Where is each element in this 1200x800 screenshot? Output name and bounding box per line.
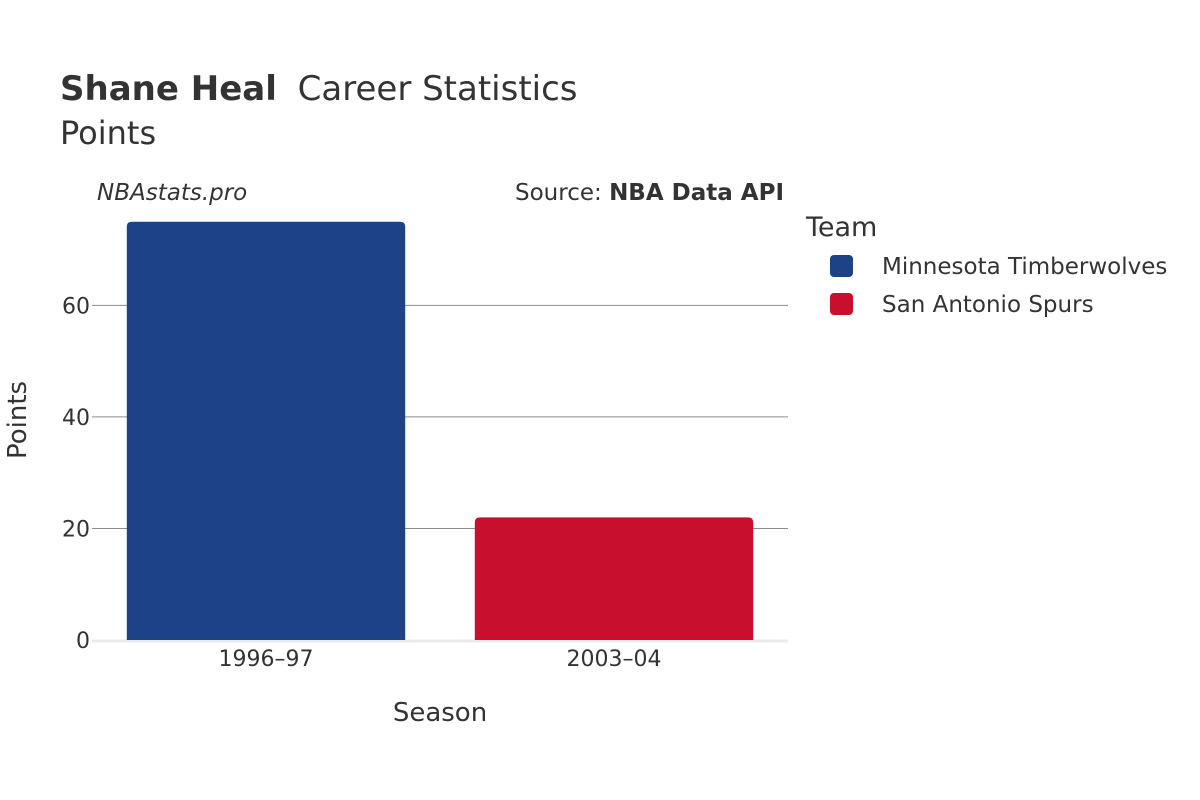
legend-swatch <box>830 255 853 277</box>
chart-title: Shane Heal Career Statistics <box>60 69 578 109</box>
y-tick-label: 60 <box>62 294 90 319</box>
legend-swatch <box>830 293 853 315</box>
watermark: NBAstats.pro <box>97 180 247 206</box>
y-axis-label: Points <box>3 381 33 459</box>
legend-title: Team <box>805 212 877 243</box>
legend: Minnesota Timberwolves San Antonio Spurs <box>830 254 1167 318</box>
x-axis-label: Season <box>393 698 487 728</box>
bar <box>126 221 406 640</box>
y-tick-label: 40 <box>62 406 90 431</box>
source-label: Source: NBA Data API <box>515 180 784 206</box>
y-tick-label: 0 <box>76 629 90 654</box>
x-tick-label: 1996–97 <box>219 647 314 672</box>
source-prefix: Source: <box>515 180 602 206</box>
chart-title-rest: Career Statistics <box>298 69 578 109</box>
y-tick-label: 20 <box>62 517 90 542</box>
legend-label: Minnesota Timberwolves <box>882 254 1167 280</box>
x-tick-labels: 1996–97 2003–04 <box>219 647 662 672</box>
y-tick-labels: 0 20 40 60 <box>62 294 90 654</box>
source-name: NBA Data API <box>609 180 784 206</box>
chart-title-bold: Shane Heal <box>60 69 277 109</box>
legend-label: San Antonio Spurs <box>882 292 1094 318</box>
bar <box>474 517 754 640</box>
bars <box>126 221 754 640</box>
x-tick-label: 2003–04 <box>567 647 662 672</box>
chart-subtitle: Points <box>60 114 156 152</box>
